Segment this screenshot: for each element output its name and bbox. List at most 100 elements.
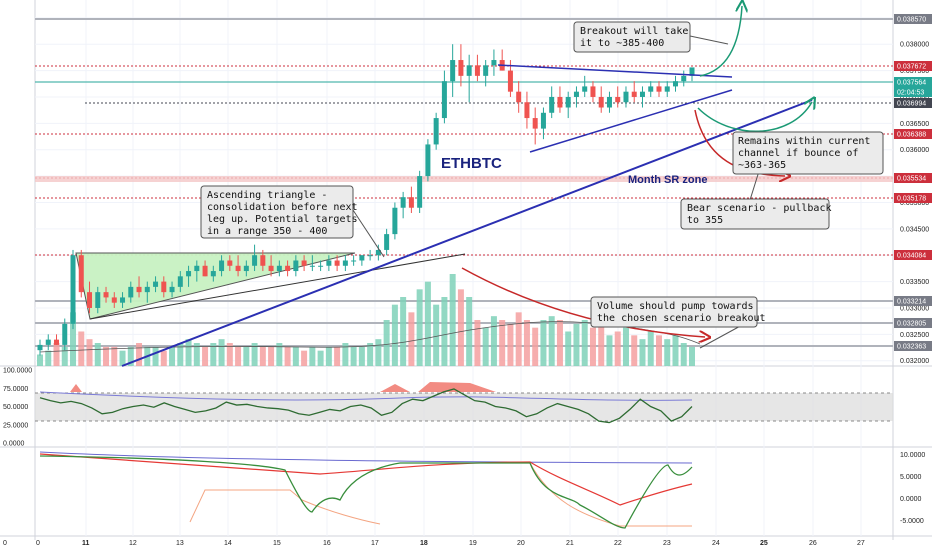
volume-bar: [119, 350, 126, 366]
z-label: 0: [3, 540, 7, 547]
candle-body: [441, 81, 447, 119]
volume-bar: [457, 289, 464, 366]
candle-body: [301, 260, 307, 266]
volume-bar: [606, 335, 613, 366]
volume-bar: [532, 327, 539, 366]
volume-bar: [358, 346, 365, 366]
candle-body: [161, 281, 167, 293]
candle-body: [524, 102, 530, 119]
time-tick-label: 27: [857, 540, 865, 547]
note-line: leg up. Potential targets: [207, 214, 358, 225]
candle-body: [516, 91, 522, 103]
volume-bar: [160, 350, 167, 366]
note-line: in a range 350 - 400: [207, 226, 327, 237]
candle-body: [276, 265, 282, 272]
volume-bar: [226, 343, 233, 366]
candle-body: [656, 86, 662, 92]
volume-bar: [251, 343, 258, 366]
price-badge: [894, 87, 932, 97]
candle-body: [408, 197, 414, 208]
time-axis-ticks: 0 11 12 13 14 15 16 17 18 19 20 21 22 23 24 25 26 27: [36, 540, 865, 547]
candle-body: [78, 255, 84, 293]
time-tick-label: 21: [566, 540, 574, 547]
volume-bar: [243, 346, 250, 366]
price-badge-label: 0.036388: [897, 132, 926, 139]
candle-body: [582, 86, 588, 92]
candle-body: [359, 255, 365, 261]
price-tick-label: 0.032500: [900, 332, 929, 339]
volume-bar: [375, 339, 382, 366]
volume-bar: [499, 320, 506, 366]
note-line: to 355: [687, 215, 723, 226]
price-badge: [894, 173, 932, 183]
price-tick-label: 0.037000: [900, 94, 929, 101]
candle-body: [573, 91, 579, 97]
volume-bar: [631, 335, 638, 366]
volume-bar: [664, 339, 671, 366]
price-badge-label: 0.033214: [897, 299, 926, 306]
candle-body: [549, 96, 555, 113]
note-line: ~363-365: [738, 160, 786, 171]
time-tick-label: 26: [809, 540, 817, 547]
candle-body: [70, 255, 76, 324]
time-tick-label: 15: [273, 540, 281, 547]
indicator2-tick-label: 10.0000: [900, 452, 925, 459]
candle-body: [285, 265, 291, 272]
indicator1-tick-label: 0.0000: [3, 441, 25, 448]
volume-bar: [655, 335, 662, 366]
indicator2-axis: 10.0000 5.0000 0.0000 -5.0000: [900, 452, 925, 525]
price-tick-label: 0.036500: [900, 121, 929, 128]
price-tick-label: 0.035000: [900, 200, 929, 207]
volume-bar: [127, 346, 134, 366]
candle-body: [111, 297, 117, 303]
candle-body: [466, 65, 472, 76]
candle-body: [433, 118, 439, 145]
volume-bars: [37, 274, 695, 366]
candle-body: [260, 255, 266, 266]
volume-bar: [639, 339, 646, 366]
candle-body: [252, 255, 258, 266]
price-tick-label: 0.037500: [900, 68, 929, 75]
candle-body: [268, 265, 274, 272]
volume-bar: [325, 346, 332, 366]
candle-body: [219, 260, 225, 272]
candle-body: [648, 86, 654, 92]
volume-bar: [350, 346, 357, 366]
price-badge: [894, 250, 932, 260]
long-trendline: [121, 99, 813, 367]
volume-bar: [540, 320, 547, 366]
volume-bar: [416, 289, 423, 366]
volume-bar: [70, 312, 77, 366]
note-breakout-pointer: [689, 35, 729, 45]
volume-bar: [152, 346, 159, 366]
price-badge: [894, 61, 932, 71]
note-line: Bear scenario - pullback: [687, 203, 832, 214]
chart-title: ETHBTC: [441, 155, 502, 172]
note-line: Remains within current: [738, 136, 870, 147]
price-tick-label: 0.038000: [900, 42, 929, 49]
volume-bar: [268, 346, 275, 366]
time-tick-label: 18: [420, 540, 428, 547]
price-badge: [894, 77, 932, 87]
candle-body: [681, 75, 687, 82]
note-line: it to ~385-400: [580, 38, 664, 49]
volume-bar: [474, 320, 481, 366]
volume-bar: [136, 343, 143, 366]
candle-body: [62, 323, 68, 345]
volume-bar: [61, 346, 68, 366]
time-tick-label: 20: [517, 540, 525, 547]
note-ascending-triangle: Ascending triangle -consolidation before…: [200, 185, 358, 239]
time-tick-label: 19: [469, 540, 477, 547]
volume-bar: [408, 312, 415, 366]
candle-body: [606, 96, 612, 108]
indicator2-tick-label: 5.0000: [900, 474, 922, 481]
volume-bar: [210, 343, 217, 366]
volume-bar: [367, 343, 374, 366]
month-sr-zone-band: [35, 176, 893, 182]
volume-bar: [334, 346, 341, 366]
time-tick-label: 12: [129, 540, 137, 547]
volume-bar: [292, 346, 299, 366]
candle-body: [128, 286, 134, 298]
time-tick-label: 25: [760, 540, 768, 547]
